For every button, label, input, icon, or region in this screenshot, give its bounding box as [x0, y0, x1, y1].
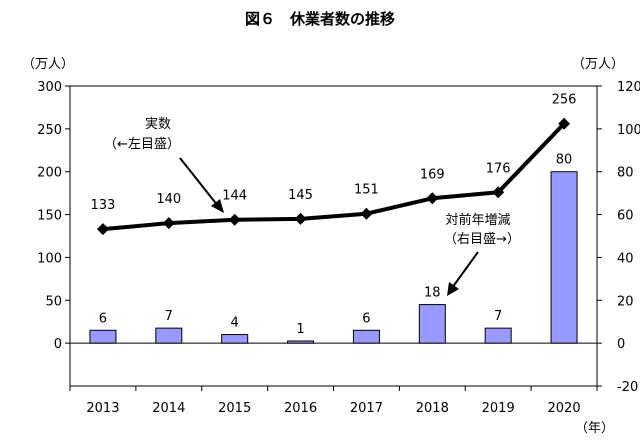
left-tick-label: 250 [37, 123, 62, 138]
x-tick-label: 2019 [482, 401, 515, 416]
bar-annotation-label: 対前年増減 [445, 212, 510, 228]
bar-data-label: 1 [296, 322, 304, 337]
line-annotation-arrow [179, 157, 219, 207]
x-tick-label: 2020 [548, 401, 581, 416]
x-tick-label: 2018 [416, 401, 449, 416]
line-path [102, 122, 566, 232]
x-axis: 2013 2014 2015 2016 2017 2018 2019 2020 [69, 386, 598, 416]
line-series: 133 140 144 145 151 169 176 256 [91, 93, 577, 236]
line-point [360, 207, 373, 220]
bar-data-label: 18 [424, 286, 441, 301]
x-tick-label: 2017 [350, 401, 383, 416]
line-annotation-label: 実数 [145, 116, 171, 132]
bar-data-label: 7 [494, 309, 502, 324]
x-tick-label: 2016 [284, 401, 317, 416]
line-data-label: 176 [486, 161, 511, 176]
line-data-label: 145 [288, 188, 313, 203]
line-data-label: 140 [156, 192, 181, 207]
left-tick-label: 0 [54, 337, 62, 352]
right-tick-label: 20 [617, 294, 634, 309]
line-point [492, 186, 505, 199]
left-tick-label: 300 [37, 80, 62, 95]
bar-annotation-arrow [451, 251, 479, 289]
bar [484, 327, 512, 344]
right-tick-label: 100 [617, 123, 640, 138]
line-point [558, 117, 571, 130]
bar-data-label: 80 [556, 153, 573, 168]
bar [89, 329, 117, 344]
line-point [228, 213, 241, 226]
bar [550, 171, 578, 344]
bar-annotation-axis-note: （右目盛→） [444, 232, 520, 247]
line-data-label: 256 [552, 93, 577, 108]
bar-series: 6 7 4 1 6 18 7 80 [89, 153, 578, 344]
right-tick-label: 120 [617, 80, 640, 95]
line-annotation-arrowhead [211, 199, 224, 213]
bar [155, 327, 183, 344]
line-point [294, 212, 307, 225]
line-data-label: 169 [420, 167, 445, 182]
right-axis: 120 100 80 60 40 20 0 -20 [597, 80, 640, 395]
bar-annotation-arrowhead [447, 282, 459, 296]
bar [352, 329, 380, 344]
line-data-label: 144 [222, 189, 247, 204]
line-data-label: 151 [354, 183, 379, 198]
bar-data-label: 6 [99, 311, 107, 326]
line-point [426, 192, 439, 205]
bar [287, 340, 315, 344]
x-tick-label: 2014 [152, 401, 185, 416]
left-axis-unit: （万人） [22, 57, 74, 72]
left-tick-label: 100 [37, 251, 62, 266]
line-data-label: 133 [91, 198, 116, 213]
right-tick-label: 80 [617, 166, 634, 181]
x-tick-label: 2015 [218, 401, 251, 416]
chart-title: 図６ 休業者数の推移 [245, 10, 395, 28]
right-tick-label: 0 [617, 337, 625, 352]
line-annotation-axis-note: （←左目盛） [104, 137, 180, 152]
x-axis-unit: （年） [575, 421, 614, 436]
right-tick-label: 40 [617, 251, 634, 266]
bar-data-label: 6 [362, 311, 370, 326]
right-tick-label: 60 [617, 209, 634, 224]
x-tick-label: 2013 [86, 401, 119, 416]
right-tick-label: -20 [617, 380, 638, 395]
left-tick-label: 150 [37, 209, 62, 224]
line-point [96, 223, 109, 236]
bar [221, 334, 249, 344]
right-axis-unit: （万人） [572, 57, 624, 72]
left-axis: 300 250 200 150 100 50 0 [37, 80, 70, 352]
bar [418, 304, 446, 344]
line-point [162, 217, 175, 230]
left-tick-label: 50 [45, 294, 62, 309]
left-tick-label: 200 [37, 166, 62, 181]
bar-data-label: 7 [165, 309, 173, 324]
bar-data-label: 4 [231, 316, 239, 331]
